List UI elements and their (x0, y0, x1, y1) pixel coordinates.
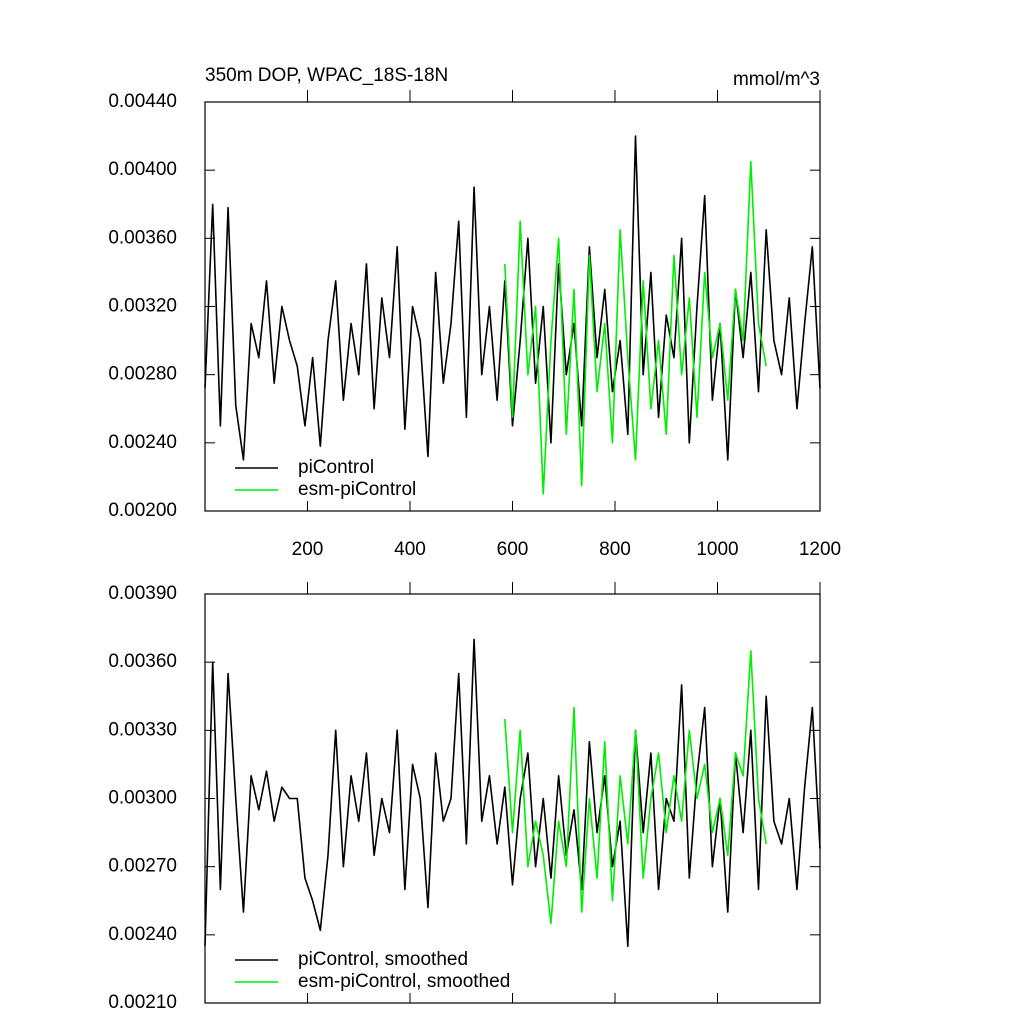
legend-label: piControl, smoothed (298, 949, 468, 970)
series-line (204, 638, 821, 947)
y-tick-label: 0.00240 (108, 432, 177, 453)
chart-title: 350m DOP, WPAC_18S-18N (205, 65, 448, 86)
y-tick-label: 0.00200 (108, 500, 177, 521)
y-tick-label: 0.00300 (108, 788, 177, 809)
y-tick-label: 0.00240 (108, 924, 177, 945)
y-tick-label: 0.00210 (108, 992, 177, 1013)
x-tick-label: 800 (599, 539, 631, 560)
x-tick-label: 1200 (799, 539, 841, 560)
series-line (504, 160, 767, 495)
y-tick-label: 0.00440 (108, 91, 177, 112)
y-tick-label: 0.00270 (108, 856, 177, 877)
y-tick-label: 0.00360 (108, 227, 177, 248)
x-tick-label: 600 (497, 539, 529, 560)
y-tick-label: 0.00360 (108, 651, 177, 672)
y-tick-label: 0.00390 (108, 583, 177, 604)
legend-label: esm-piControl, smoothed (298, 971, 510, 992)
x-tick-label: 400 (394, 539, 426, 560)
legend-label: piControl (298, 457, 374, 478)
plot-frame (204, 101, 821, 512)
y-tick-label: 0.00280 (108, 364, 177, 385)
plot-frame (204, 593, 821, 1004)
series-line (504, 650, 767, 925)
y-tick-label: 0.00400 (108, 159, 177, 180)
y-tick-label: 0.00330 (108, 719, 177, 740)
legend-label: esm-piControl (298, 479, 416, 500)
x-tick-label: 1000 (696, 539, 738, 560)
x-tick-label: 200 (292, 539, 324, 560)
series-line (204, 135, 821, 461)
units-label: mmol/m^3 (733, 69, 820, 90)
y-tick-label: 0.00320 (108, 296, 177, 317)
